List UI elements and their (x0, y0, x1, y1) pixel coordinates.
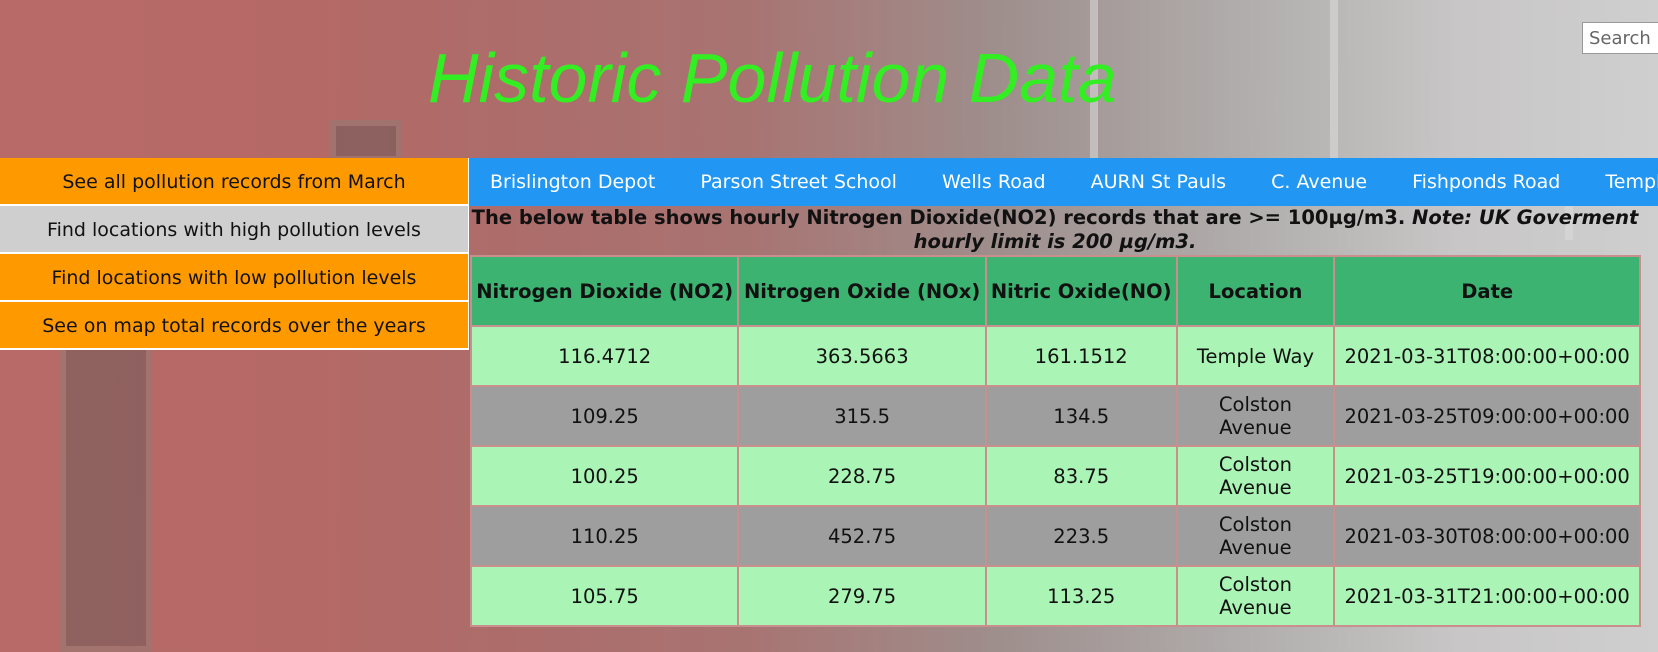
header-no2: Nitrogen Dioxide (NO2) (469, 255, 740, 327)
search-input[interactable] (1582, 22, 1658, 54)
cell-no: 83.75 (984, 445, 1178, 507)
cell-no2: 105.75 (469, 565, 740, 627)
cell-nox: 279.75 (737, 565, 987, 627)
table-description: The below table shows hourly Nitrogen Di… (470, 206, 1640, 254)
cell-no2: 116.4712 (469, 325, 740, 387)
nav-link-fishponds-road[interactable]: Fishponds Road (1412, 171, 1561, 193)
nav-link-aurn-st-pauls[interactable]: AURN St Pauls (1090, 171, 1227, 193)
pollution-records-table: Nitrogen Dioxide (NO2) Nitrogen Oxide (N… (469, 255, 1641, 627)
table-row: 109.25 315.5 134.5 Colston Avenue 2021-0… (469, 385, 1641, 447)
cell-no: 113.25 (984, 565, 1178, 627)
cell-no2: 100.25 (469, 445, 740, 507)
cell-no: 161.1512 (984, 325, 1178, 387)
cell-location: Colston Avenue (1175, 565, 1336, 627)
nav-link-wells-road[interactable]: Wells Road (942, 171, 1046, 193)
cell-location: Colston Avenue (1175, 505, 1336, 567)
cell-nox: 315.5 (737, 385, 987, 447)
nav-link-c-avenue[interactable]: C. Avenue (1271, 171, 1368, 193)
cell-date: 2021-03-25T09:00:00+00:00 (1333, 385, 1641, 447)
table-row: 116.4712 363.5663 161.1512 Temple Way 20… (469, 325, 1641, 387)
cell-nox: 228.75 (737, 445, 987, 507)
cell-no2: 109.25 (469, 385, 740, 447)
cell-nox: 363.5663 (737, 325, 987, 387)
cell-date: 2021-03-31T21:00:00+00:00 (1333, 565, 1641, 627)
sidebar-item-march-records[interactable]: See all pollution records from March (0, 158, 469, 206)
note-text: The below table shows hourly Nitrogen Di… (471, 206, 1406, 229)
nav-link-temple-way[interactable]: Temple W (1605, 171, 1658, 193)
header-nox: Nitrogen Oxide (NOx) (737, 255, 987, 327)
page-title: Historic Pollution Data (428, 39, 1117, 117)
header-no: Nitric Oxide(NO) (984, 255, 1178, 327)
sidebar-item-low-pollution[interactable]: Find locations with low pollution levels (0, 254, 469, 302)
sidebar-item-map-records[interactable]: See on map total records over the years (0, 302, 469, 350)
nav-link-parson-street-school[interactable]: Parson Street School (700, 171, 897, 193)
table-row: 100.25 228.75 83.75 Colston Avenue 2021-… (469, 445, 1641, 507)
cell-date: 2021-03-25T19:00:00+00:00 (1333, 445, 1641, 507)
table-row: 105.75 279.75 113.25 Colston Avenue 2021… (469, 565, 1641, 627)
cell-location: Colston Avenue (1175, 385, 1336, 447)
cell-nox: 452.75 (737, 505, 987, 567)
cell-location: Temple Way (1175, 325, 1336, 387)
cell-date: 2021-03-30T08:00:00+00:00 (1333, 505, 1641, 567)
location-nav: Brislington Depot Parson Street School W… (470, 158, 1658, 206)
note-emphasis: Note: UK Goverment hourly limit is 200 µ… (913, 206, 1639, 253)
nav-link-brislington-depot[interactable]: Brislington Depot (490, 171, 656, 193)
header-date: Date (1333, 255, 1641, 327)
cell-no2: 110.25 (469, 505, 740, 567)
sidebar: See all pollution records from March Fin… (0, 158, 469, 350)
header-location: Location (1175, 255, 1336, 327)
cell-no: 134.5 (984, 385, 1178, 447)
cell-no: 223.5 (984, 505, 1178, 567)
sidebar-item-high-pollution[interactable]: Find locations with high pollution level… (0, 206, 469, 254)
cell-date: 2021-03-31T08:00:00+00:00 (1333, 325, 1641, 387)
table-row: 110.25 452.75 223.5 Colston Avenue 2021-… (469, 505, 1641, 567)
cell-location: Colston Avenue (1175, 445, 1336, 507)
table-header-row: Nitrogen Dioxide (NO2) Nitrogen Oxide (N… (469, 255, 1641, 327)
